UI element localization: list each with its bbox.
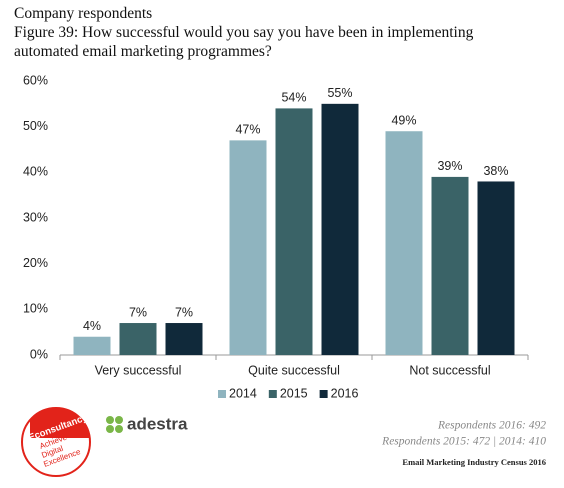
econsultancy-logo: Econsultancy Achieve Digital Excellence	[21, 407, 91, 477]
y-tick-label: 60%	[23, 73, 48, 87]
y-tick-label: 30%	[23, 210, 48, 224]
bar	[477, 181, 515, 355]
y-tick-label: 40%	[23, 165, 48, 179]
legend-label: 2016	[331, 386, 359, 400]
subtitle: Company respondents	[14, 5, 153, 22]
y-tick-label: 50%	[23, 119, 48, 133]
bar	[73, 336, 111, 355]
value-label: 39%	[437, 159, 462, 173]
adestra-name: adestra	[127, 414, 188, 433]
bar	[321, 103, 359, 355]
legend-swatch	[319, 390, 328, 398]
chart-title: Figure 39: How successful would you say …	[14, 24, 474, 60]
respondents: Respondents 2015: 472 | 2014: 410	[381, 436, 546, 448]
x-tick-label: Not successful	[409, 363, 490, 377]
bar	[385, 131, 423, 355]
y-tick-label: 20%	[23, 256, 48, 270]
legend-swatch	[268, 390, 277, 398]
value-label: 54%	[281, 91, 306, 105]
value-label: 47%	[235, 123, 260, 137]
value-label: 4%	[83, 319, 101, 333]
y-tick-label: 0%	[30, 347, 48, 361]
value-label: 7%	[175, 305, 193, 319]
legend-label: 2015	[280, 386, 308, 400]
x-tick-label: Quite successful	[248, 363, 340, 377]
source: Email Marketing Industry Census 2016	[402, 457, 546, 467]
bar	[229, 140, 267, 355]
value-label: 7%	[129, 305, 147, 319]
adestra-logo: adestra	[106, 414, 188, 433]
respondents: Respondents 2016: 492	[437, 420, 546, 432]
legend-swatch	[218, 390, 226, 398]
x-tick-label: Very successful	[95, 363, 182, 377]
value-label: 49%	[391, 114, 416, 128]
value-label: 55%	[327, 86, 352, 100]
y-tick-label: 10%	[23, 302, 48, 316]
value-label: 38%	[483, 164, 508, 178]
legend-label: 2014	[229, 386, 257, 400]
bar	[431, 176, 469, 355]
bar	[165, 323, 203, 355]
bar	[119, 323, 157, 355]
bar	[275, 108, 313, 356]
